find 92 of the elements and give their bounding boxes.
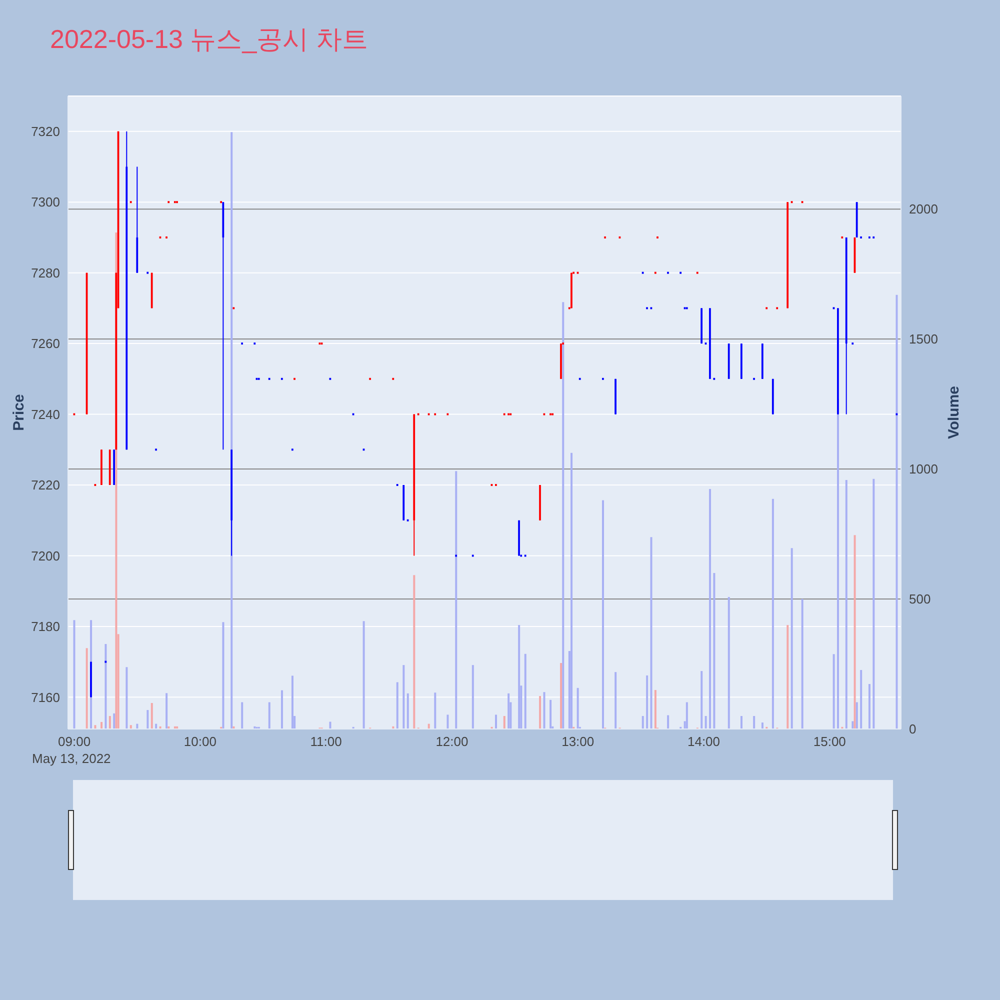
bar: [73, 620, 76, 729]
bar: [86, 648, 88, 729]
bar: [650, 537, 652, 729]
bar: [402, 665, 405, 729]
bar: [362, 621, 365, 729]
y-tick-label: 7200: [31, 548, 60, 564]
bar: [413, 575, 416, 729]
y2-tick-label: 500: [909, 592, 931, 607]
bar: [845, 480, 848, 729]
bar: [832, 654, 835, 729]
bar: [686, 702, 688, 729]
x-tick-label: 15:00: [813, 734, 846, 750]
bar: [268, 702, 270, 729]
bar: [753, 716, 756, 729]
bar: [104, 644, 107, 729]
bar: [280, 690, 283, 729]
bar: [291, 676, 294, 729]
bar: [860, 670, 862, 729]
y-tick-label: 7240: [31, 406, 60, 422]
bar: [576, 688, 579, 729]
bar: [642, 716, 644, 729]
bar: [786, 625, 789, 729]
bar: [772, 498, 774, 729]
y-tick-label: 7320: [31, 124, 60, 139]
bar: [602, 500, 604, 729]
bar: [524, 654, 526, 729]
bar: [570, 452, 573, 729]
bar: [329, 722, 332, 729]
chart-title: 2022-05-13 뉴스_공시 차트: [50, 23, 368, 56]
bar: [434, 692, 436, 729]
bar: [130, 725, 132, 729]
bar: [406, 693, 409, 729]
bar: [560, 662, 562, 729]
bar: [654, 690, 656, 729]
bar: [868, 684, 870, 729]
bar: [100, 722, 103, 729]
y-axis-title: Price: [10, 394, 28, 431]
bar: [856, 702, 858, 729]
bar: [503, 716, 506, 729]
y-tick-label: 7180: [31, 619, 60, 634]
bar: [852, 721, 854, 729]
bar: [241, 702, 244, 729]
bar: [704, 716, 707, 729]
bar: [108, 716, 111, 729]
bar: [518, 625, 520, 729]
bar: [472, 665, 474, 729]
x-tick-label: 13:00: [562, 734, 594, 750]
bar: [896, 294, 898, 729]
y-tick-label: 7160: [31, 690, 60, 705]
bar: [446, 714, 449, 729]
bar: [539, 696, 542, 729]
bar: [222, 622, 224, 729]
x-tick-label: 10:00: [184, 734, 216, 750]
bar: [728, 596, 730, 729]
bar: [740, 716, 742, 729]
y2-tick-label: 0: [909, 722, 916, 737]
bar: [396, 682, 398, 729]
x-tick-label: 09:00: [58, 734, 91, 750]
y-tick-label: 7280: [31, 265, 60, 280]
bar: [562, 302, 564, 729]
bar: [166, 693, 168, 729]
bar: [709, 489, 712, 729]
x-tick-label: 11:00: [310, 734, 342, 750]
bar: [146, 710, 149, 729]
y2-tick-label: 1500: [909, 332, 938, 347]
y2-axis-title: Volume: [945, 386, 962, 440]
text: May 13, 2022: [32, 751, 111, 766]
bar: [854, 535, 856, 729]
x-tick-label: 12:00: [436, 734, 468, 750]
bar: [761, 722, 764, 729]
bar: [872, 478, 875, 729]
bar: [790, 548, 793, 729]
bar: [494, 714, 497, 729]
bar: [550, 700, 552, 729]
bar: [700, 671, 703, 729]
bar: [126, 667, 128, 729]
bar: [508, 693, 510, 729]
bar: [150, 703, 153, 729]
bar: [94, 725, 96, 729]
bar: [543, 692, 546, 729]
y-tick-label: 7220: [31, 478, 60, 493]
bar: [113, 713, 116, 729]
bar: [667, 715, 670, 729]
y-tick-label: 7260: [31, 336, 60, 352]
bar: [801, 599, 804, 729]
y-tick-label: 7300: [31, 194, 60, 210]
bar: [614, 672, 617, 729]
x-tick-label: 14:00: [687, 734, 720, 750]
bar: [713, 573, 716, 729]
y2-tick-label: 1000: [909, 462, 938, 477]
bar: [455, 471, 458, 729]
y2-tick-label: 2000: [909, 202, 938, 217]
